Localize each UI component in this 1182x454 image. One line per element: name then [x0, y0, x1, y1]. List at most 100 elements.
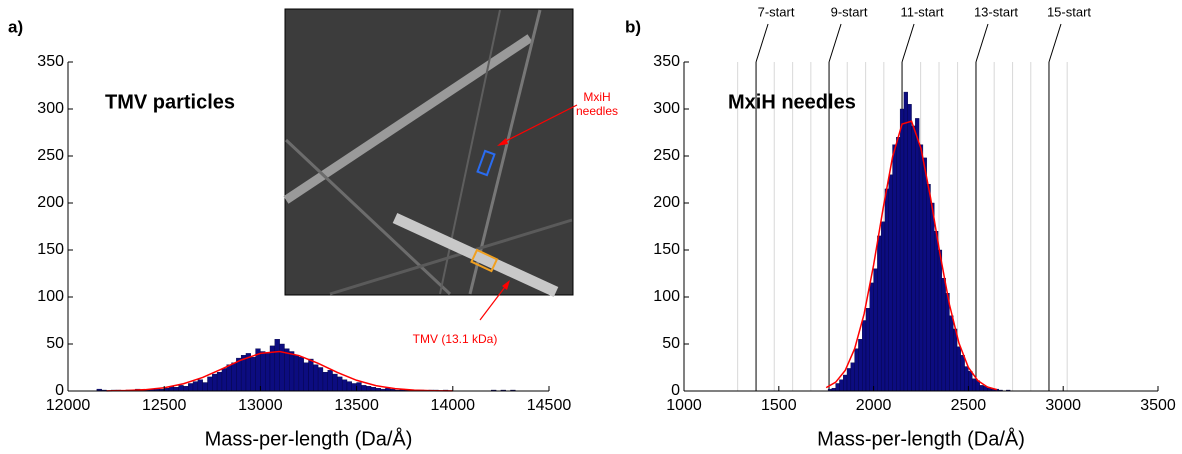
y-tick-label: 250	[37, 147, 64, 164]
panel-label: a)	[8, 17, 23, 36]
bar	[322, 372, 328, 392]
bar	[843, 374, 848, 392]
bar	[941, 278, 946, 392]
bar	[854, 348, 859, 392]
bar	[945, 293, 950, 392]
needle	[329, 218, 573, 296]
bar	[260, 351, 266, 392]
arrow	[499, 104, 578, 145]
panel-label: b)	[625, 17, 641, 36]
y-tick-label: 0	[671, 382, 680, 399]
y-tick-label: 100	[653, 288, 680, 305]
y-tick-label: 300	[37, 100, 64, 117]
bar	[953, 328, 958, 392]
y-tick-label: 50	[46, 335, 64, 352]
bar	[971, 378, 977, 392]
bar	[960, 355, 965, 392]
bar	[178, 385, 184, 392]
tmv-box	[470, 248, 499, 273]
y-tick-label: 200	[653, 194, 680, 211]
bar	[846, 368, 852, 392]
reference-leader	[828, 23, 842, 63]
arrow-head	[497, 138, 508, 146]
bar	[346, 381, 352, 392]
bar	[361, 385, 367, 392]
inset-micrograph	[283, 8, 578, 321]
bar	[918, 144, 924, 392]
y-tick-label: 0	[55, 382, 64, 399]
bar	[911, 125, 916, 392]
bar	[949, 315, 954, 392]
y-tick-label: 50	[662, 335, 680, 352]
x-axis-label: Mass-per-length (Da/Å)	[817, 427, 1025, 450]
bar	[964, 366, 969, 392]
x-tick-label: 2000	[856, 397, 892, 414]
bar	[850, 362, 855, 392]
bar	[956, 346, 962, 392]
bar	[877, 235, 882, 392]
bar	[183, 386, 189, 392]
bar	[332, 373, 338, 392]
bar	[212, 373, 218, 392]
bar	[216, 372, 223, 392]
bar	[884, 188, 889, 392]
x-tick-label: 3000	[1045, 397, 1081, 414]
y-tick-label: 300	[653, 100, 680, 117]
bar	[313, 364, 319, 392]
reference-label: 15-start	[1047, 4, 1091, 19]
bar	[892, 144, 897, 392]
reference-label: 11-start	[900, 4, 943, 19]
bar	[240, 355, 247, 392]
bar	[930, 202, 935, 392]
bar	[899, 108, 905, 392]
y-tick-label: 350	[653, 53, 680, 70]
y-tick-label: 150	[653, 241, 680, 258]
reference-label: 13-start	[974, 4, 1018, 19]
bar	[880, 221, 886, 392]
annotation: TMV (13.1 kDa)	[413, 332, 498, 346]
bar	[934, 230, 939, 392]
bar	[236, 357, 242, 392]
bar	[226, 364, 232, 392]
bar	[979, 385, 984, 392]
bar	[293, 355, 300, 392]
bar	[173, 387, 179, 392]
bar	[356, 382, 362, 392]
bar	[865, 308, 871, 392]
bar	[308, 358, 314, 392]
x-tick-label: 13500	[334, 397, 379, 414]
reference-leader	[755, 23, 769, 63]
arrow	[479, 282, 509, 321]
mxih-box	[476, 149, 496, 177]
bar	[968, 371, 973, 392]
reference-label: 7-start	[758, 4, 795, 19]
x-tick-label: 14000	[431, 397, 476, 414]
x-tick-label: 12000	[46, 397, 91, 414]
arrow-head	[502, 280, 510, 290]
bar	[298, 356, 304, 392]
x-tick-label: 12500	[142, 397, 187, 414]
x-tick-label: 3500	[1140, 397, 1176, 414]
bar	[231, 362, 237, 392]
y-tick-label: 100	[37, 288, 64, 305]
needle	[284, 138, 452, 296]
bar	[327, 370, 333, 392]
bar	[245, 353, 251, 392]
bar	[337, 376, 343, 392]
bar	[351, 383, 357, 392]
bar	[221, 368, 227, 392]
bar	[896, 136, 901, 392]
bar	[888, 174, 893, 392]
bar	[207, 376, 213, 392]
x-tick-label: 13000	[238, 397, 283, 414]
bar	[922, 157, 927, 392]
x-axis-label: Mass-per-length (Da/Å)	[205, 427, 413, 450]
bar	[839, 379, 844, 392]
bar	[197, 379, 203, 392]
bar	[915, 118, 920, 392]
bar	[366, 386, 372, 392]
bar	[873, 268, 878, 392]
bar	[289, 351, 295, 392]
bar	[303, 362, 309, 392]
reference-leader	[901, 23, 915, 63]
